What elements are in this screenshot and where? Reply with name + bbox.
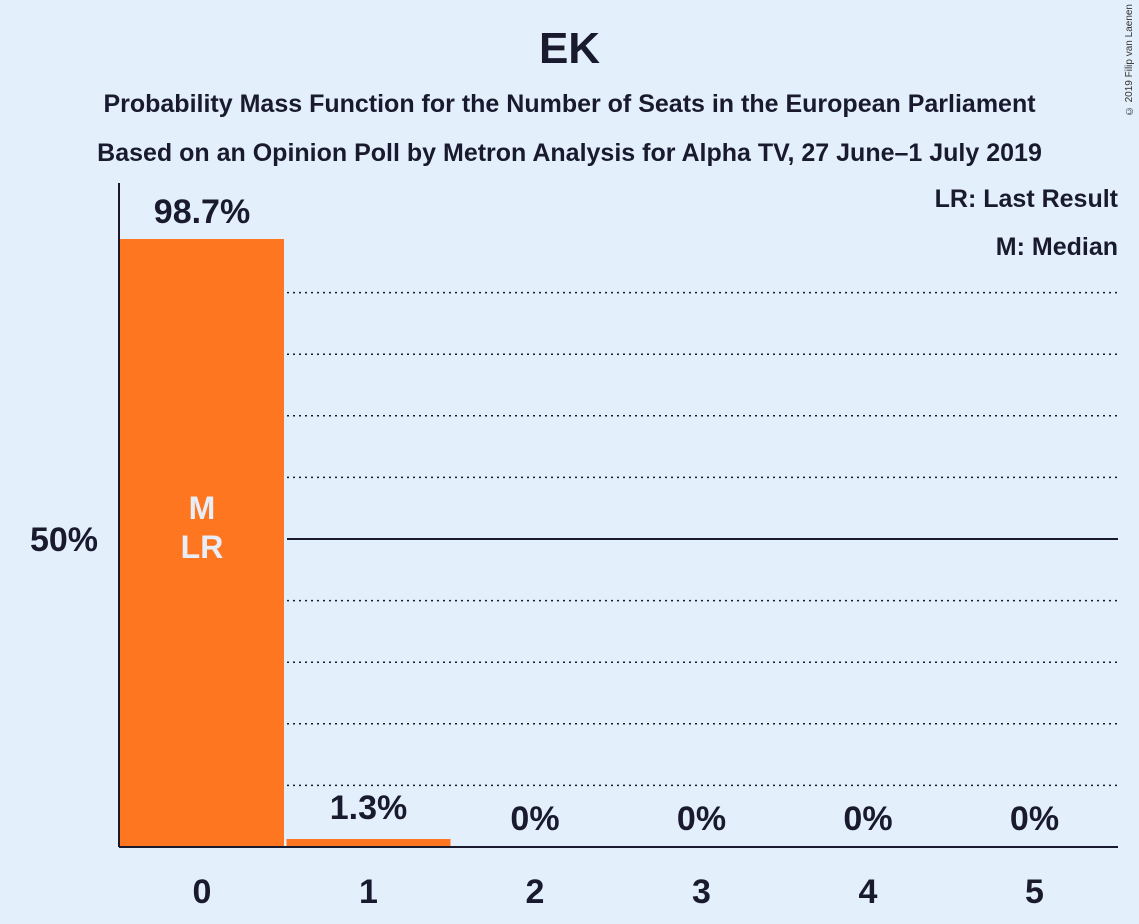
x-tick-label-2: 2 xyxy=(526,873,545,911)
x-tick-label-3: 3 xyxy=(692,873,711,911)
x-tick-label-4: 4 xyxy=(859,873,878,911)
x-tick-label-1: 1 xyxy=(359,873,378,911)
legend-last-result: LR: Last Result xyxy=(934,185,1118,213)
x-tick-label-0: 0 xyxy=(193,873,212,911)
chart-subtitle-line-2: Based on an Opinion Poll by Metron Analy… xyxy=(97,139,1042,167)
data-label-5: 0% xyxy=(1010,800,1059,838)
x-tick-label-5: 5 xyxy=(1025,873,1044,911)
chart-subtitle-line-1: Probability Mass Function for the Number… xyxy=(103,90,1036,118)
bar-1 xyxy=(286,838,451,847)
data-label-4: 0% xyxy=(843,800,892,838)
legend-median: M: Median xyxy=(995,233,1118,261)
bar-0 xyxy=(120,239,284,847)
data-label-3: 0% xyxy=(677,800,726,838)
bar-marker-m: M xyxy=(189,490,216,526)
data-label-0: 98.7% xyxy=(154,193,250,231)
y-tick-label: 50% xyxy=(30,521,98,559)
data-label-2: 0% xyxy=(510,800,559,838)
bar-marker-lr: LR xyxy=(181,529,224,565)
chart-title: EK xyxy=(538,24,601,73)
data-label-1: 1.3% xyxy=(330,789,408,827)
